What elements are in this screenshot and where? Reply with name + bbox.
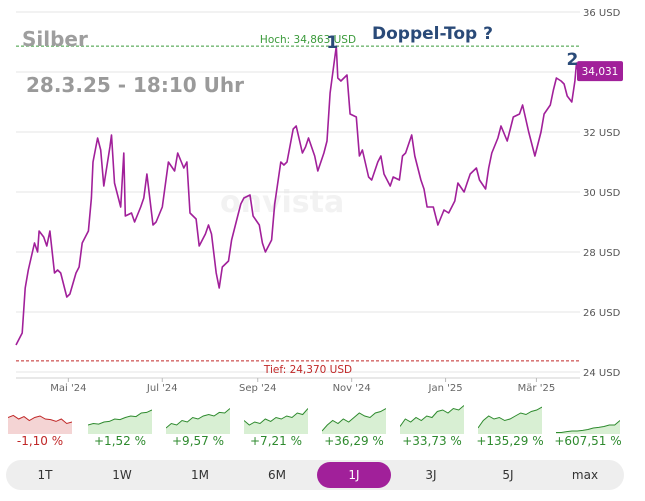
peak-marker-2: 2 (567, 50, 579, 70)
performance-strip: -1,10 % +1,52 % +9,57 % +7,21 % +36,29 % +33,… (0, 398, 645, 454)
tab-6m[interactable]: 6M (268, 468, 286, 482)
sparkline (166, 408, 230, 434)
performance-value: +1,52 % (94, 434, 146, 448)
sparkline-area (478, 407, 542, 434)
y-tick-label: 36 USD (583, 8, 621, 19)
sparkline-area (400, 405, 464, 434)
tab-1j[interactable]: 1J (317, 462, 391, 488)
grid-lines (16, 11, 580, 373)
sparkline-line (400, 405, 464, 427)
sparkline-line (166, 408, 230, 429)
sparkline (88, 409, 152, 434)
performance-item: -1,10 % (4, 398, 76, 454)
x-axis: Mai '24 Jul '24 Sep '24 Nov '24 Jan '25 Mär '… (16, 377, 580, 394)
performance-item: +135,29 % (474, 398, 546, 454)
sparkline-area (556, 420, 620, 434)
y-tick-label: 32 USD (583, 128, 621, 139)
peak-marker-1: 1 (326, 33, 338, 53)
performance-item: +9,57 % (162, 398, 234, 454)
pattern-annotation: Doppel-Top ? (372, 24, 493, 44)
sparkline-line (322, 408, 386, 432)
performance-value: +33,73 % (402, 434, 462, 448)
sparkline-line (8, 414, 72, 425)
sparkline (556, 420, 620, 434)
tab-max[interactable]: max (571, 468, 599, 482)
performance-value: +135,29 % (476, 434, 544, 448)
last-price-badge-bg (577, 61, 623, 82)
performance-value: +607,51 % (554, 434, 622, 448)
sparkline-area (8, 415, 72, 434)
sparkline-area (244, 408, 308, 434)
tab-1w[interactable]: 1W (112, 468, 132, 482)
tab-5j[interactable]: 5J (502, 468, 514, 482)
sparkline (400, 405, 464, 434)
low-label: Tief: 24,370 USD (263, 364, 352, 376)
sparkline-area (322, 408, 386, 434)
performance-item: +33,73 % (396, 398, 468, 454)
performance-value: +7,21 % (250, 434, 302, 448)
high-label: Hoch: 34,863 USD (260, 34, 356, 46)
period-tabs: 1T 1W 1M 6M 1J 3J 5J max (6, 460, 624, 490)
chart-title: Silber (22, 27, 88, 51)
x-tick-label: Nov '24 (333, 383, 371, 394)
price-line[interactable] (15, 45, 579, 346)
performance-item: +36,29 % (318, 398, 390, 454)
x-tick-label: Mär '25 (518, 383, 556, 394)
performance-item: +7,21 % (240, 398, 312, 454)
y-tick-label: 24 USD (583, 368, 621, 379)
x-tick-label: Mai '24 (50, 383, 86, 394)
sparkline-area (88, 410, 152, 434)
sparkline (8, 414, 72, 434)
sparkline-line (556, 420, 620, 433)
tab-1t[interactable]: 1T (37, 468, 53, 482)
performance-value: +36,29 % (324, 434, 384, 448)
sparkline (322, 408, 386, 434)
sparkline-line (88, 409, 152, 426)
performance-item: +607,51 % (552, 398, 624, 454)
tab-3j[interactable]: 3J (425, 468, 437, 482)
sparkline (478, 406, 542, 434)
x-tick-label: Sep '24 (239, 383, 277, 394)
performance-item: +1,52 % (84, 398, 156, 454)
sparkline-area (166, 408, 230, 434)
sparkline-line (478, 406, 542, 429)
performance-value: -1,10 % (16, 434, 64, 448)
y-tick-label: 26 USD (583, 308, 621, 319)
x-tick-label: Jan '25 (428, 383, 463, 394)
sparkline-line (244, 408, 308, 426)
date-annotation: 28.3.25 - 18:10 Uhr (26, 73, 244, 97)
y-tick-label: 30 USD (583, 188, 621, 199)
y-tick-label: 28 USD (583, 248, 621, 259)
last-price-value: 34,031 (582, 66, 619, 78)
tab-1m[interactable]: 1M (191, 468, 209, 482)
sparkline (244, 408, 308, 434)
last-price-badge: 34,031 (577, 61, 623, 82)
reference-lines (16, 45, 580, 362)
x-tick-label: Jul '24 (146, 383, 178, 394)
performance-value: +9,57 % (172, 434, 224, 448)
